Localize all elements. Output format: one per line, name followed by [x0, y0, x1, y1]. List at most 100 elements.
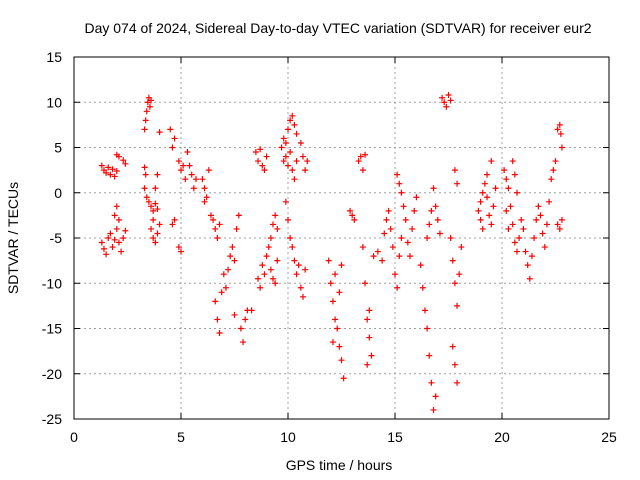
data-point [293, 271, 300, 278]
data-point [280, 135, 287, 142]
data-point [267, 235, 274, 241]
data-point [203, 194, 210, 201]
data-point [449, 343, 456, 350]
data-point [180, 162, 187, 169]
x-axis-label: GPS time / hours [286, 457, 393, 473]
data-point [182, 176, 189, 183]
data-point [537, 212, 544, 219]
data-point [100, 245, 107, 252]
data-point [289, 244, 296, 251]
data-point [550, 167, 557, 174]
data-point [248, 307, 255, 314]
data-point [441, 99, 448, 106]
data-point [237, 325, 244, 332]
data-point [368, 352, 375, 359]
data-point [509, 221, 516, 228]
data-point [503, 207, 510, 214]
data-point [111, 212, 118, 219]
data-point [240, 339, 247, 346]
data-point [421, 307, 428, 314]
data-point [396, 253, 403, 260]
data-point [295, 262, 302, 269]
data-point [282, 198, 289, 205]
data-point [227, 253, 234, 260]
data-point [338, 357, 345, 364]
data-point [274, 257, 281, 264]
data-point [120, 235, 127, 241]
data-point [218, 289, 225, 296]
data-point [436, 230, 443, 237]
data-point [424, 235, 431, 241]
data-point [171, 135, 178, 142]
data-point [387, 225, 394, 232]
data-point [456, 271, 463, 278]
data-point [383, 216, 390, 223]
data-point [400, 203, 407, 210]
data-point [229, 244, 236, 251]
data-point [214, 316, 221, 323]
data-point [332, 271, 339, 278]
data-point [263, 253, 270, 260]
data-point [432, 203, 439, 210]
data-point [477, 198, 484, 205]
data-point [556, 121, 563, 128]
data-point [516, 235, 523, 241]
data-point [488, 221, 495, 228]
data-point [207, 212, 214, 219]
data-point [289, 112, 296, 119]
data-point [231, 311, 238, 318]
data-point [115, 153, 122, 160]
data-point [362, 151, 369, 158]
y-tick-label: -5 [50, 230, 63, 246]
data-point [242, 316, 249, 323]
data-point [282, 139, 289, 146]
data-point [428, 207, 435, 214]
data-point [359, 167, 366, 174]
data-point [458, 244, 465, 251]
data-point [484, 171, 491, 178]
data-point [291, 176, 298, 183]
data-point [479, 225, 486, 232]
y-tick-label: 15 [46, 49, 62, 65]
data-point [210, 216, 217, 223]
data-point [122, 160, 129, 167]
data-point [186, 162, 193, 169]
data-point [355, 158, 362, 165]
x-tick-label: 10 [280, 429, 296, 445]
axis-ticks: 0 5 10 15 20 25 -25 -20 -15 -10 -5 0 5 10 15 [42, 49, 617, 445]
data-point [366, 334, 373, 341]
x-tick-label: 20 [494, 429, 510, 445]
data-point [406, 253, 413, 260]
data-point [396, 180, 403, 187]
data-point [439, 94, 446, 101]
data-point [349, 212, 356, 219]
data-point [385, 207, 392, 214]
data-point [379, 257, 386, 264]
data-point [327, 280, 334, 287]
data-point [451, 167, 458, 174]
data-point [454, 379, 461, 386]
data-point [233, 225, 240, 232]
data-point [546, 198, 553, 205]
data-point [257, 146, 264, 153]
data-point [222, 284, 229, 291]
data-point [428, 379, 435, 386]
data-point [398, 235, 405, 241]
data-point [299, 293, 306, 300]
data-point [285, 126, 291, 133]
data-point [154, 206, 161, 213]
data-point [351, 216, 358, 223]
data-point [366, 307, 373, 314]
data-point [289, 167, 296, 174]
data-point [287, 149, 294, 156]
data-point [216, 330, 223, 337]
data-point [417, 262, 424, 269]
data-point [445, 92, 452, 99]
y-tick-label: -10 [42, 275, 62, 291]
data-point [261, 167, 268, 174]
data-point [261, 271, 268, 278]
data-point [255, 158, 262, 165]
data-point [282, 153, 289, 160]
x-tick-label: 0 [70, 429, 78, 445]
data-point [304, 158, 311, 165]
